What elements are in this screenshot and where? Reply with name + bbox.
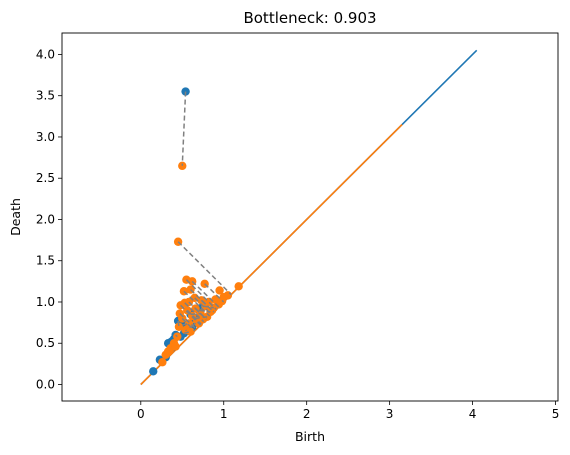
series2-point bbox=[174, 322, 184, 331]
y-axis-label: Death bbox=[8, 198, 23, 236]
matching-line bbox=[183, 330, 191, 335]
x-tick-label: 4 bbox=[469, 407, 477, 421]
x-axis-label: Birth bbox=[295, 429, 325, 444]
matching-line bbox=[177, 241, 232, 296]
y-tick-label: 1.0 bbox=[36, 295, 55, 309]
matching-line bbox=[190, 312, 201, 316]
x-axis: 0 1 2 3 4 5 bbox=[137, 401, 559, 421]
matching-line bbox=[191, 320, 198, 328]
plot-area bbox=[140, 49, 478, 386]
matching-line bbox=[185, 279, 217, 310]
x-tick-label: 3 bbox=[386, 407, 394, 421]
series2-point bbox=[163, 347, 173, 356]
matching-line bbox=[181, 91, 187, 166]
matching-line bbox=[191, 315, 202, 326]
x-tick-label: 1 bbox=[220, 407, 228, 421]
x-tick-label: 5 bbox=[552, 407, 560, 421]
series2-point bbox=[215, 286, 224, 295]
y-tick-label: 2.0 bbox=[36, 212, 55, 226]
y-tick-label: 2.5 bbox=[36, 171, 55, 185]
y-tick-label: 1.5 bbox=[36, 254, 55, 268]
y-axis: 0.0 0.5 1.0 1.5 2.0 2.5 3.0 3.5 4.0 bbox=[36, 47, 62, 391]
matching-line bbox=[181, 317, 196, 332]
matching-line bbox=[198, 309, 211, 313]
matching-line bbox=[202, 305, 214, 309]
matching-line bbox=[183, 290, 211, 317]
matching-line bbox=[175, 334, 178, 338]
matching-line bbox=[180, 304, 202, 326]
y-tick-label: 3.5 bbox=[36, 89, 55, 103]
matching-line bbox=[184, 302, 205, 323]
matching-line bbox=[204, 283, 225, 303]
diagonal-line-series2 bbox=[140, 124, 403, 386]
series2-point bbox=[184, 319, 194, 328]
y-tick-label: 3.0 bbox=[36, 130, 55, 144]
y-tick-label: 4.0 bbox=[36, 47, 55, 61]
series2-point bbox=[186, 327, 195, 336]
matching-line bbox=[185, 329, 187, 332]
matching-line bbox=[177, 320, 180, 327]
series2-point bbox=[171, 342, 180, 351]
matching-line bbox=[194, 316, 208, 320]
matching-line bbox=[179, 312, 197, 330]
y-tick-label: 0.5 bbox=[36, 336, 55, 350]
y-tick-label: 0.0 bbox=[36, 377, 55, 391]
matching-line bbox=[182, 322, 190, 326]
x-tick-label: 0 bbox=[137, 407, 145, 421]
series1-point bbox=[149, 367, 158, 376]
series2-point bbox=[234, 282, 243, 291]
matching-line bbox=[191, 280, 220, 308]
x-tick-label: 2 bbox=[303, 407, 311, 421]
plot-frame bbox=[61, 32, 559, 402]
series2-point bbox=[158, 358, 167, 367]
chart-title: Bottleneck: 0.903 bbox=[243, 9, 376, 27]
